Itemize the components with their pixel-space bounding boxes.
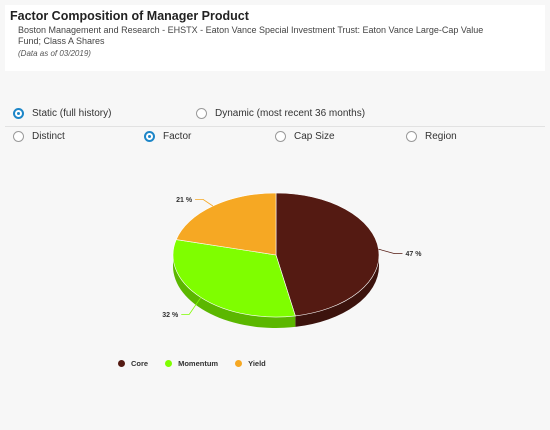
- pie-side-core: [295, 255, 379, 327]
- data-label-core: 47 %: [405, 251, 422, 258]
- radio-region[interactable]: Region: [406, 131, 457, 142]
- legend-swatch: [118, 360, 125, 367]
- radio-factor[interactable]: Factor: [144, 131, 191, 142]
- radio-button[interactable]: [275, 131, 286, 142]
- product-description: Boston Management and Research - EHSTX -…: [18, 25, 484, 46]
- leader-line-momentum: [181, 297, 202, 315]
- pie-side-momentum: [173, 255, 296, 328]
- data-label-momentum: 32 %: [162, 312, 179, 319]
- radio-label: Region: [425, 131, 457, 142]
- divider: [5, 126, 545, 127]
- legend-item-momentum[interactable]: Momentum: [165, 359, 218, 368]
- chart-legend: Core Momentum Yield: [118, 359, 283, 368]
- radio-button[interactable]: [13, 108, 24, 119]
- radio-button[interactable]: [144, 131, 155, 142]
- legend-swatch: [235, 360, 243, 367]
- radio-dynamic-36-months[interactable]: Dynamic (most recent 36 months): [196, 108, 365, 119]
- radio-cap-size[interactable]: Cap Size: [275, 131, 335, 142]
- radio-button[interactable]: [13, 131, 24, 142]
- radio-label: Static (full history): [32, 108, 112, 119]
- header-card: Factor Composition of Manager Product Bo…: [5, 5, 545, 71]
- legend-swatch: [165, 360, 173, 367]
- data-label-yield: 21 %: [176, 197, 193, 204]
- legend-label: Core: [131, 359, 149, 368]
- radio-static-full-history[interactable]: Static (full history): [13, 108, 111, 119]
- radio-label: Dynamic (most recent 36 months): [215, 108, 366, 119]
- radio-label: Cap Size: [294, 131, 335, 142]
- radio-label: Distinct: [32, 131, 65, 142]
- leader-line-yield: [195, 198, 214, 207]
- legend-item-core[interactable]: Core: [118, 359, 148, 368]
- data-as-of-note: (Data as of 03/2019): [18, 49, 91, 58]
- pie-slice-momentum[interactable]: [172, 239, 296, 318]
- radio-distinct[interactable]: Distinct: [13, 131, 65, 142]
- legend-label: Momentum: [178, 359, 219, 368]
- radio-button[interactable]: [406, 131, 417, 142]
- radio-button[interactable]: [196, 108, 207, 119]
- legend-label: Yield: [248, 359, 266, 368]
- legend-item-yield[interactable]: Yield: [235, 359, 266, 368]
- leader-line-core: [378, 248, 403, 255]
- radio-label: Factor: [163, 131, 192, 142]
- pie-slice-yield[interactable]: [175, 192, 277, 256]
- page-title: Factor Composition of Manager Product: [10, 9, 249, 23]
